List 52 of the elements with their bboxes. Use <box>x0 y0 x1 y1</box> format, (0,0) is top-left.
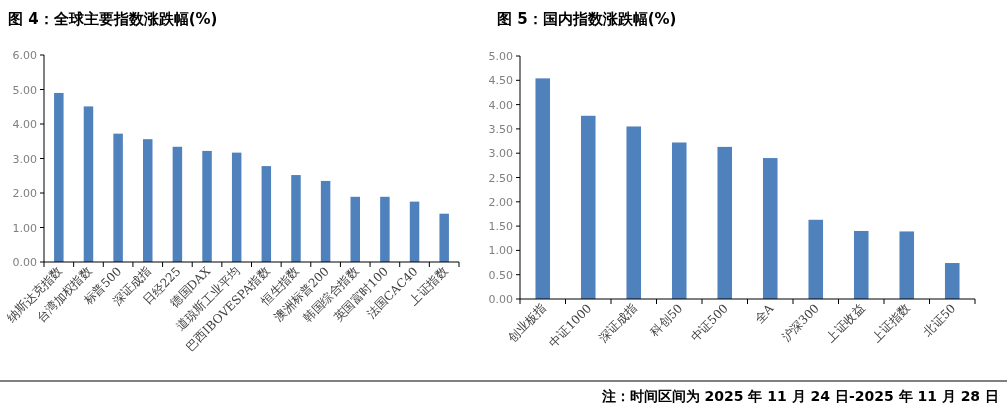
y-tick-label: 2.50 <box>488 171 513 185</box>
bar <box>261 166 272 262</box>
x-tick-label: 全A <box>751 300 777 326</box>
y-tick-label: 1.50 <box>488 220 513 234</box>
bar <box>83 106 94 262</box>
bar <box>320 180 331 262</box>
bar <box>626 126 642 299</box>
bar <box>54 92 64 262</box>
y-tick-label: 3.50 <box>488 122 513 136</box>
y-tick-label: 0.50 <box>488 268 513 282</box>
x-tick-label: 北证50 <box>920 301 959 339</box>
chart-title: 图 5：国内指数涨跌幅(%) <box>497 10 677 28</box>
bar <box>944 263 960 299</box>
y-tick-label: 4.00 <box>12 118 37 131</box>
y-tick-label: 1.00 <box>488 244 513 258</box>
bar <box>409 201 420 262</box>
bar <box>535 78 551 299</box>
bar <box>899 231 915 299</box>
bar <box>113 133 123 262</box>
y-tick-label: 5.00 <box>12 83 37 97</box>
bar <box>762 158 778 299</box>
y-tick-label: 3.00 <box>488 147 513 161</box>
y-tick-label: 2.00 <box>488 195 513 209</box>
y-tick-label: 5.00 <box>488 50 513 63</box>
y-tick-label: 0.00 <box>12 256 37 269</box>
bar <box>291 175 301 262</box>
bar <box>853 230 869 299</box>
bar <box>172 146 183 262</box>
bar <box>808 219 824 299</box>
text: 注：时间区间为 2025 年 11 月 24 日-2025 年 11 月 28 日 <box>600 388 999 404</box>
chart-title: 图 4：全球主要指数涨跌幅(%) <box>8 10 218 28</box>
x-tick-label: 深证成指 <box>596 301 640 346</box>
y-tick-label: 6.00 <box>12 49 37 62</box>
bar <box>231 152 242 262</box>
bar <box>580 115 596 299</box>
x-tick-label: 沪深300 <box>778 301 822 345</box>
bar <box>439 213 449 262</box>
bar <box>202 150 212 262</box>
y-tick-label: 1.00 <box>12 221 37 235</box>
x-tick-label: 上证收益 <box>823 301 868 346</box>
bar <box>380 196 390 262</box>
y-tick-label: 4.50 <box>488 74 513 88</box>
y-tick-label: 4.00 <box>488 98 513 112</box>
bar <box>143 139 153 262</box>
y-tick-label: 0.00 <box>488 293 513 306</box>
x-tick-label: 上证指数 <box>869 301 913 346</box>
bar <box>717 146 733 299</box>
bar <box>671 142 687 299</box>
x-tick-label: 科创50 <box>647 301 686 339</box>
bar <box>350 196 360 262</box>
y-tick-label: 2.00 <box>12 187 37 200</box>
y-tick-label: 3.00 <box>12 152 37 166</box>
